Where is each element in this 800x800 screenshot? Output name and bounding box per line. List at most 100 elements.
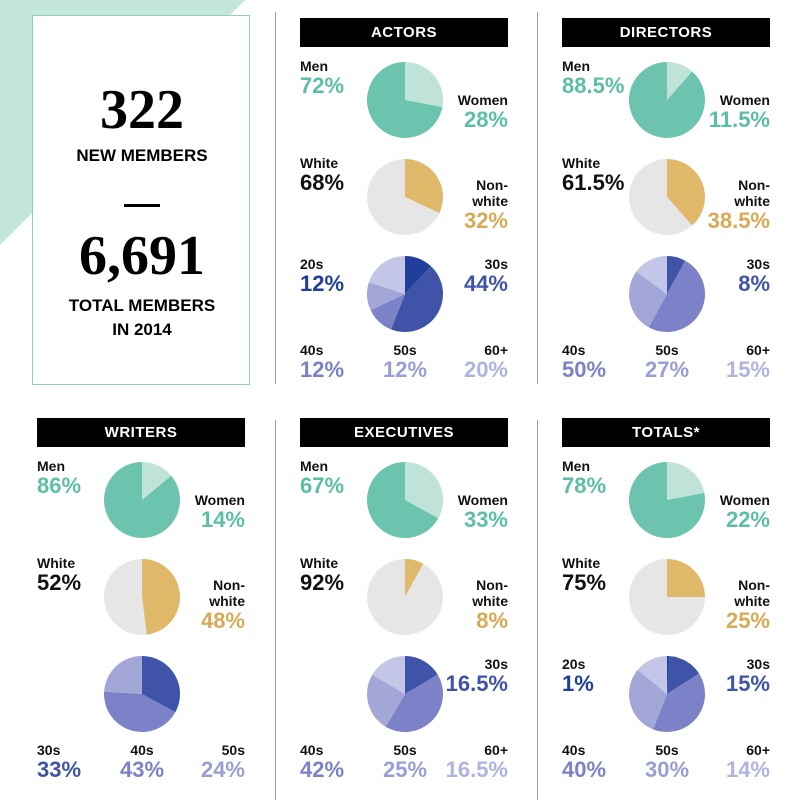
divider <box>275 420 276 800</box>
panel-title: WRITERS <box>37 418 245 447</box>
category-label: Non- white <box>209 577 245 609</box>
category-label: 30s <box>746 656 770 672</box>
panel-title: DIRECTORS <box>562 18 770 47</box>
pie-slice <box>667 656 700 694</box>
pie-slice <box>667 462 705 500</box>
value-label: 25% <box>725 608 770 633</box>
pie-slice <box>367 559 443 635</box>
pie-slice <box>653 673 705 732</box>
pie-slice <box>629 62 705 138</box>
panel-title: ACTORS <box>300 18 508 47</box>
value-label: 15% <box>725 671 770 696</box>
value-label: 86% <box>37 473 82 498</box>
pie-slice <box>368 256 405 294</box>
value-label: 33% <box>37 757 82 782</box>
value-label: 67% <box>300 473 345 498</box>
pie-slice <box>142 559 180 635</box>
category-label: Non- white <box>734 577 770 609</box>
category-label: White <box>37 555 76 571</box>
pie-slice <box>667 62 693 100</box>
pie-slice <box>405 62 443 108</box>
pie <box>367 656 443 732</box>
category-label: Men <box>562 458 590 474</box>
summary-box: 322 NEW MEMBERS 6,691 TOTAL MEMBERS IN 2… <box>32 15 250 385</box>
value-label: 72% <box>300 73 345 98</box>
value-label: 68% <box>300 170 345 195</box>
pie-slice <box>370 294 405 330</box>
category-label: 60+ <box>746 342 770 358</box>
divider <box>537 420 538 800</box>
pie <box>367 462 443 538</box>
value-label: 30% <box>644 757 690 782</box>
divider <box>275 12 276 384</box>
pie <box>103 559 180 635</box>
value-label: 8% <box>476 608 508 633</box>
pie-slice <box>405 256 432 294</box>
pie <box>629 462 705 538</box>
value-label: 43% <box>119 757 165 782</box>
pie <box>629 559 705 635</box>
value-label: 1% <box>562 671 594 696</box>
pie-slice <box>667 559 705 597</box>
value-label: 12% <box>300 271 345 296</box>
category-label: 30s <box>484 256 508 272</box>
panel-title: EXECUTIVES <box>300 418 508 447</box>
category-label: Women <box>719 492 770 508</box>
category-label: 20s <box>562 656 586 672</box>
category-label: 20s <box>300 256 324 272</box>
category-label: White <box>562 155 601 171</box>
category-label: Men <box>562 58 590 74</box>
value-label: 8% <box>738 271 770 296</box>
pie-slice <box>405 559 424 597</box>
value-label: 20% <box>463 357 508 382</box>
pie-slice <box>372 656 405 694</box>
category-label: 60+ <box>484 342 508 358</box>
pie <box>367 62 443 138</box>
category-label: Women <box>457 492 508 508</box>
pie-slice <box>405 656 438 694</box>
category-label: White <box>562 555 601 571</box>
total-members-label: TOTAL MEMBERS IN 2014 <box>68 296 216 339</box>
value-label: 25% <box>382 757 428 782</box>
category-label: 40s <box>562 342 586 358</box>
value-label: 16.5% <box>445 757 508 782</box>
pie-slice <box>667 256 686 294</box>
category-label: Non- white <box>734 177 770 209</box>
value-label: 42% <box>300 757 345 782</box>
category-label: 40s <box>300 742 324 758</box>
pie <box>629 656 705 732</box>
pie-slice <box>103 559 147 635</box>
category-label: 40s <box>562 742 586 758</box>
value-label: 16.5% <box>445 671 508 696</box>
value-label: 32% <box>463 208 508 233</box>
value-label: 12% <box>300 357 345 382</box>
pie-slice <box>103 462 180 538</box>
pie-slice <box>391 266 443 332</box>
pie-slice <box>648 260 705 332</box>
category-label: 50s <box>393 742 417 758</box>
pie-slice <box>405 159 443 214</box>
pie <box>104 656 180 732</box>
pie <box>629 159 705 235</box>
category-label: Men <box>300 458 328 474</box>
total-members-count: 6,691 <box>79 225 205 287</box>
value-label: 14% <box>725 757 770 782</box>
pie-slice <box>629 271 667 328</box>
category-label: Women <box>457 92 508 108</box>
pie-slice <box>367 462 439 538</box>
value-label: 15% <box>725 357 770 382</box>
pie-slice <box>637 656 667 694</box>
value-label: 52% <box>37 570 82 595</box>
pie-slice <box>367 62 443 138</box>
category-label: 30s <box>746 256 770 272</box>
category-label: 50s <box>655 342 679 358</box>
pie-slice <box>142 462 172 500</box>
value-label: 75% <box>562 570 607 595</box>
pie <box>629 62 705 138</box>
pie-slice <box>142 656 180 713</box>
category-label: Men <box>300 58 328 74</box>
pie-slice <box>667 159 705 226</box>
value-label: 38.5% <box>707 208 770 233</box>
value-label: 22% <box>725 507 770 532</box>
